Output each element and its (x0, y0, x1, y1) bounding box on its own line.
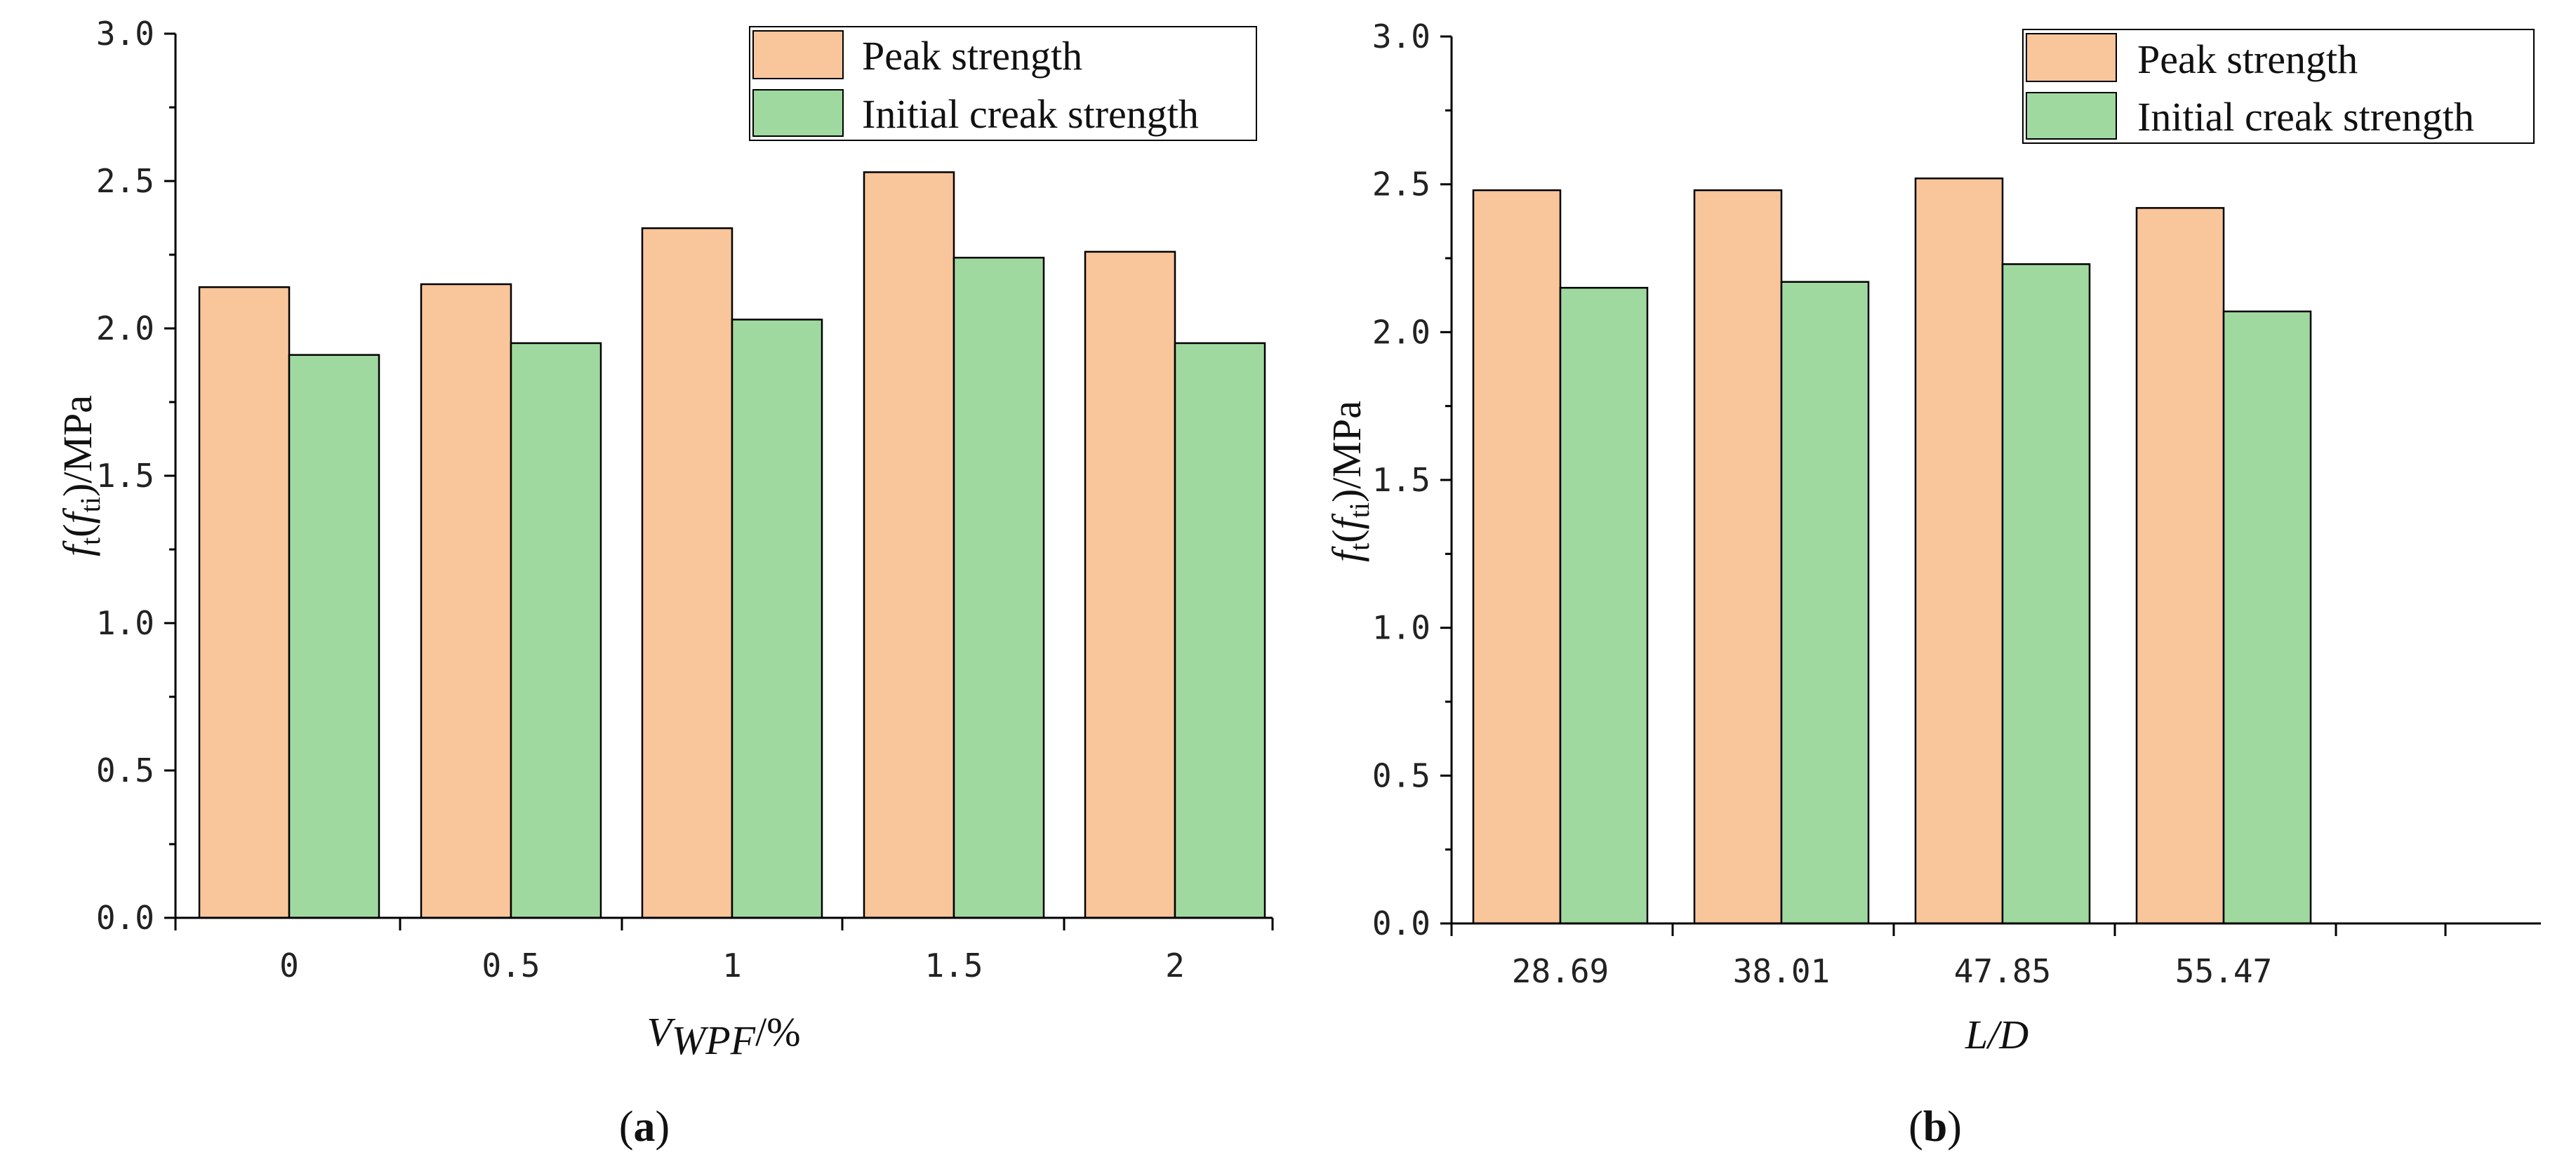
panel-b-legend-swatch-peak (2026, 33, 2117, 82)
panel-a-y-tick-label: 2.5 (96, 162, 154, 200)
panel-a-y-axis-title: ft(fti)/MPa (55, 395, 106, 556)
panel-b-legend-swatch-initial (2026, 92, 2117, 140)
panel-a-x-tick-label: 2 (1165, 947, 1185, 984)
panel-b-x-ticks: 28.69 38.01 47.85 55.47 (1450, 923, 2447, 990)
panel-b-bar-peak-3 (2135, 207, 2225, 925)
panel-a-x-tick-label: 0.5 (482, 947, 540, 984)
panel-a-legend-swatch-peak (752, 30, 844, 79)
panel-a: 0.0 0.5 1.0 1.5 2.0 2.5 3.0 0 0.5 1 1.5 2 ft(fti)/… (55, 15, 1274, 1151)
panel-a-y-ticks: 0.0 0.5 1.0 1.5 2.0 2.5 3.0 (96, 15, 175, 937)
panel-a-x-tick-label: 1 (722, 947, 742, 984)
panel-a-bar-peak-4 (1084, 251, 1176, 919)
panel-b-y-tick-label: 2.5 (1372, 166, 1430, 203)
panel-a-y-tick-label: 1.5 (96, 457, 154, 495)
panel-a-y-tick-label: 0.0 (96, 899, 154, 937)
panel-b-bar-initial-1 (1780, 281, 1870, 925)
panel-a-x-tick-label: 1.5 (924, 947, 983, 984)
panel-b-y-tick-label: 0.5 (1372, 756, 1430, 794)
panel-a-x-ticks: 0 0.5 1 1.5 2 (174, 918, 1274, 984)
panel-a-y-tick-label: 1.0 (96, 604, 154, 642)
panel-b-bars (1472, 177, 2312, 925)
panel-b-legend: Peak strength Initial creak strength (2022, 29, 2535, 144)
panel-a-y-tick-label: 2.0 (96, 309, 154, 347)
panel-a-legend: Peak strength Initial creak strength (749, 26, 1257, 141)
panel-b-bar-initial-3 (2222, 310, 2312, 925)
panel-b-y-tick-label: 0.0 (1372, 904, 1430, 942)
panel-b-y-tick-label: 2.0 (1372, 313, 1430, 351)
panel-b: 0.0 0.5 1.0 1.5 2.0 2.5 3.0 28.69 38.01 47.85 55.… (1324, 18, 2541, 1151)
panel-b-bar-peak-1 (1693, 189, 1783, 925)
panel-a-caption: (a) (619, 1103, 670, 1151)
panel-a-legend-swatch-initial (752, 89, 844, 137)
panel-a-y-tick-label: 3.0 (96, 15, 154, 53)
panel-b-y-axis-title: ft(fti)/MPa (1324, 401, 1375, 562)
panel-b-bar-peak-2 (1914, 177, 2004, 925)
panel-a-bar-peak-3 (863, 171, 955, 919)
panel-a-bar-peak-0 (198, 286, 291, 919)
panel-a-bar-initial-2 (731, 319, 823, 919)
panel-a-x-axis-title: VWPF/% (646, 1009, 800, 1063)
panel-a-bar-peak-2 (641, 227, 733, 919)
panel-b-y-tick-label: 1.5 (1372, 461, 1430, 499)
panel-b-caption: (b) (1908, 1103, 1962, 1151)
panel-a-y-tick-label: 0.5 (96, 752, 154, 789)
panel-a-bar-initial-4 (1174, 342, 1266, 919)
panel-b-y-ticks: 0.0 0.5 1.0 1.5 2.0 2.5 3.0 (1372, 18, 1452, 942)
panel-b-x-tick-label: 55.47 (2175, 952, 2272, 990)
panel-a-bar-initial-1 (510, 342, 602, 919)
panel-b-x-tick-label: 38.01 (1733, 952, 1830, 990)
panel-a-legend-label-initial: Initial creak strength (862, 91, 1199, 137)
panel-b-bar-peak-0 (1472, 189, 1562, 925)
panel-a-x-tick-label: 0 (279, 947, 299, 984)
panel-b-x-axis-title: L/D (1965, 1012, 2029, 1057)
panel-b-bar-initial-0 (1559, 286, 1649, 925)
panel-b-x-tick-label: 28.69 (1512, 952, 1609, 990)
panel-b-bar-initial-2 (2001, 263, 2091, 925)
panel-a-bar-initial-3 (952, 256, 1045, 919)
panel-b-legend-label-peak: Peak strength (2137, 36, 2358, 82)
panel-a-legend-label-peak: Peak strength (862, 33, 1082, 79)
panel-b-y-tick-label: 1.0 (1372, 609, 1430, 647)
panel-b-legend-label-initial: Initial creak strength (2137, 94, 2474, 140)
panel-a-bar-initial-0 (288, 354, 380, 919)
panel-a-bars (198, 171, 1266, 919)
panel-b-y-tick-label: 3.0 (1372, 18, 1430, 55)
panel-a-bar-peak-1 (420, 283, 512, 919)
panel-b-x-tick-label: 47.85 (1954, 952, 2051, 990)
